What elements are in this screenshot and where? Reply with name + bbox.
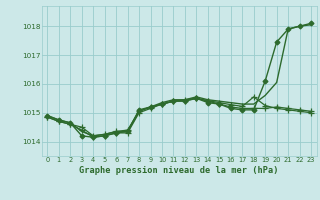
X-axis label: Graphe pression niveau de la mer (hPa): Graphe pression niveau de la mer (hPa) bbox=[79, 166, 279, 175]
